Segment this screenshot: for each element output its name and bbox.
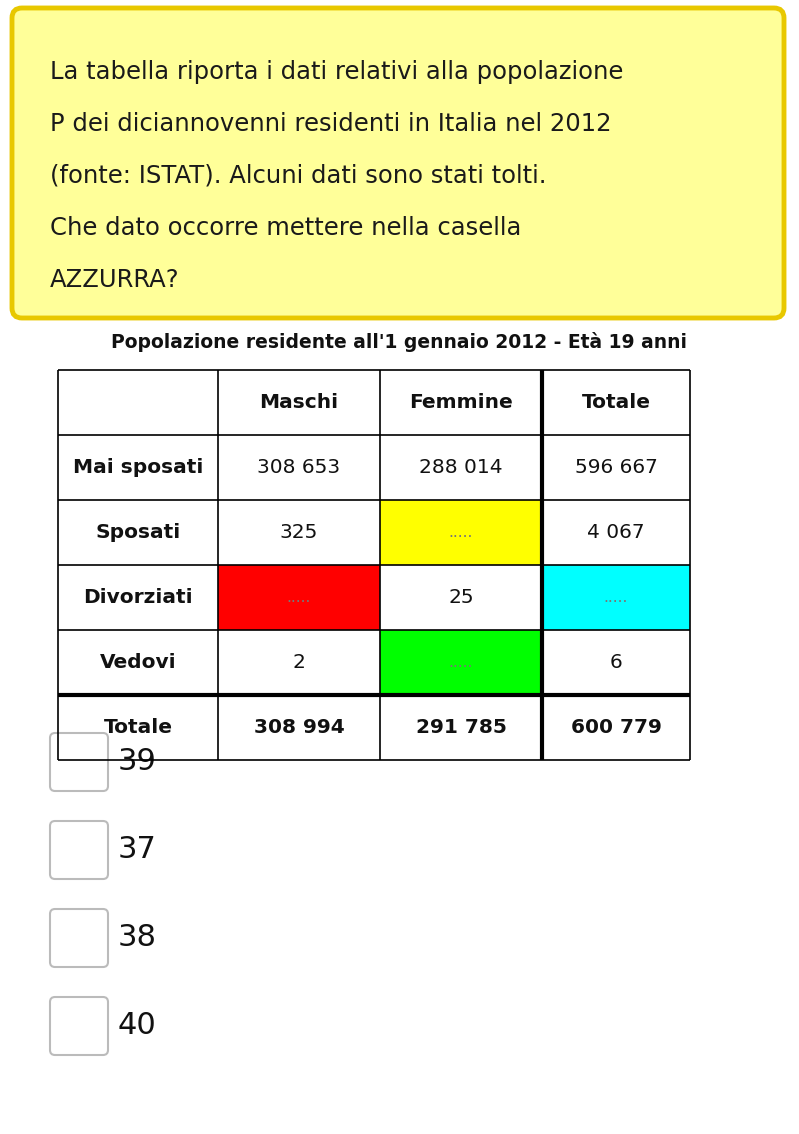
Bar bbox=[542, 631, 690, 695]
Text: La tabella riporta i dati relativi alla popolazione: La tabella riporta i dati relativi alla … bbox=[50, 60, 623, 84]
Text: Maschi: Maschi bbox=[260, 393, 339, 412]
Bar bbox=[542, 695, 690, 760]
Text: (fonte: ISTAT). Alcuni dati sono stati tolti.: (fonte: ISTAT). Alcuni dati sono stati t… bbox=[50, 164, 547, 188]
Bar bbox=[542, 435, 690, 500]
Bar bbox=[218, 435, 380, 500]
Text: 291 785: 291 785 bbox=[415, 718, 507, 737]
Text: 38: 38 bbox=[118, 923, 157, 953]
Text: .....: ..... bbox=[449, 525, 473, 540]
FancyBboxPatch shape bbox=[50, 997, 108, 1055]
Text: Totale: Totale bbox=[582, 393, 650, 412]
Text: Femmine: Femmine bbox=[409, 393, 513, 412]
Text: 6: 6 bbox=[610, 653, 622, 672]
Bar bbox=[542, 500, 690, 565]
Bar bbox=[218, 565, 380, 631]
Bar bbox=[542, 565, 690, 631]
Text: Totale: Totale bbox=[104, 718, 173, 737]
Text: Sposati: Sposati bbox=[95, 523, 181, 542]
Bar bbox=[380, 435, 542, 500]
Bar bbox=[380, 370, 542, 435]
FancyBboxPatch shape bbox=[50, 733, 108, 792]
Bar bbox=[58, 370, 218, 435]
Text: 288 014: 288 014 bbox=[419, 458, 503, 477]
Text: AZZURRA?: AZZURRA? bbox=[50, 268, 180, 291]
Text: Che dato occorre mettere nella casella: Che dato occorre mettere nella casella bbox=[50, 215, 522, 240]
Text: 2: 2 bbox=[292, 653, 305, 672]
Text: 308 653: 308 653 bbox=[257, 458, 340, 477]
Bar bbox=[542, 370, 690, 435]
Bar bbox=[58, 631, 218, 695]
Text: 25: 25 bbox=[448, 589, 474, 607]
Text: P dei diciannovenni residenti in Italia nel 2012: P dei diciannovenni residenti in Italia … bbox=[50, 112, 611, 136]
Text: Popolazione residente all'1 gennaio 2012 - Età 19 anni: Popolazione residente all'1 gennaio 2012… bbox=[111, 332, 687, 352]
Bar bbox=[380, 500, 542, 565]
Bar bbox=[380, 631, 542, 695]
Bar bbox=[58, 435, 218, 500]
Bar bbox=[218, 370, 380, 435]
Bar bbox=[218, 695, 380, 760]
Text: Mai sposati: Mai sposati bbox=[73, 458, 203, 477]
Bar bbox=[380, 695, 542, 760]
Text: .....: ..... bbox=[604, 590, 628, 606]
Text: .....: ..... bbox=[287, 590, 311, 606]
Bar bbox=[58, 695, 218, 760]
FancyBboxPatch shape bbox=[12, 8, 784, 318]
Text: 4 067: 4 067 bbox=[587, 523, 645, 542]
Bar bbox=[218, 500, 380, 565]
Text: Divorziati: Divorziati bbox=[83, 589, 193, 607]
Text: 596 667: 596 667 bbox=[574, 458, 658, 477]
Text: 325: 325 bbox=[280, 523, 318, 542]
Bar bbox=[380, 565, 542, 631]
Text: 37: 37 bbox=[118, 836, 157, 864]
Text: .....: ..... bbox=[449, 655, 473, 670]
Text: 308 994: 308 994 bbox=[253, 718, 344, 737]
Bar bbox=[58, 565, 218, 631]
Text: Vedovi: Vedovi bbox=[100, 653, 177, 672]
Text: 600 779: 600 779 bbox=[570, 718, 662, 737]
Bar bbox=[218, 631, 380, 695]
FancyBboxPatch shape bbox=[50, 821, 108, 879]
FancyBboxPatch shape bbox=[50, 909, 108, 967]
Text: 40: 40 bbox=[118, 1012, 157, 1041]
Bar bbox=[58, 500, 218, 565]
Text: 39: 39 bbox=[118, 747, 157, 777]
